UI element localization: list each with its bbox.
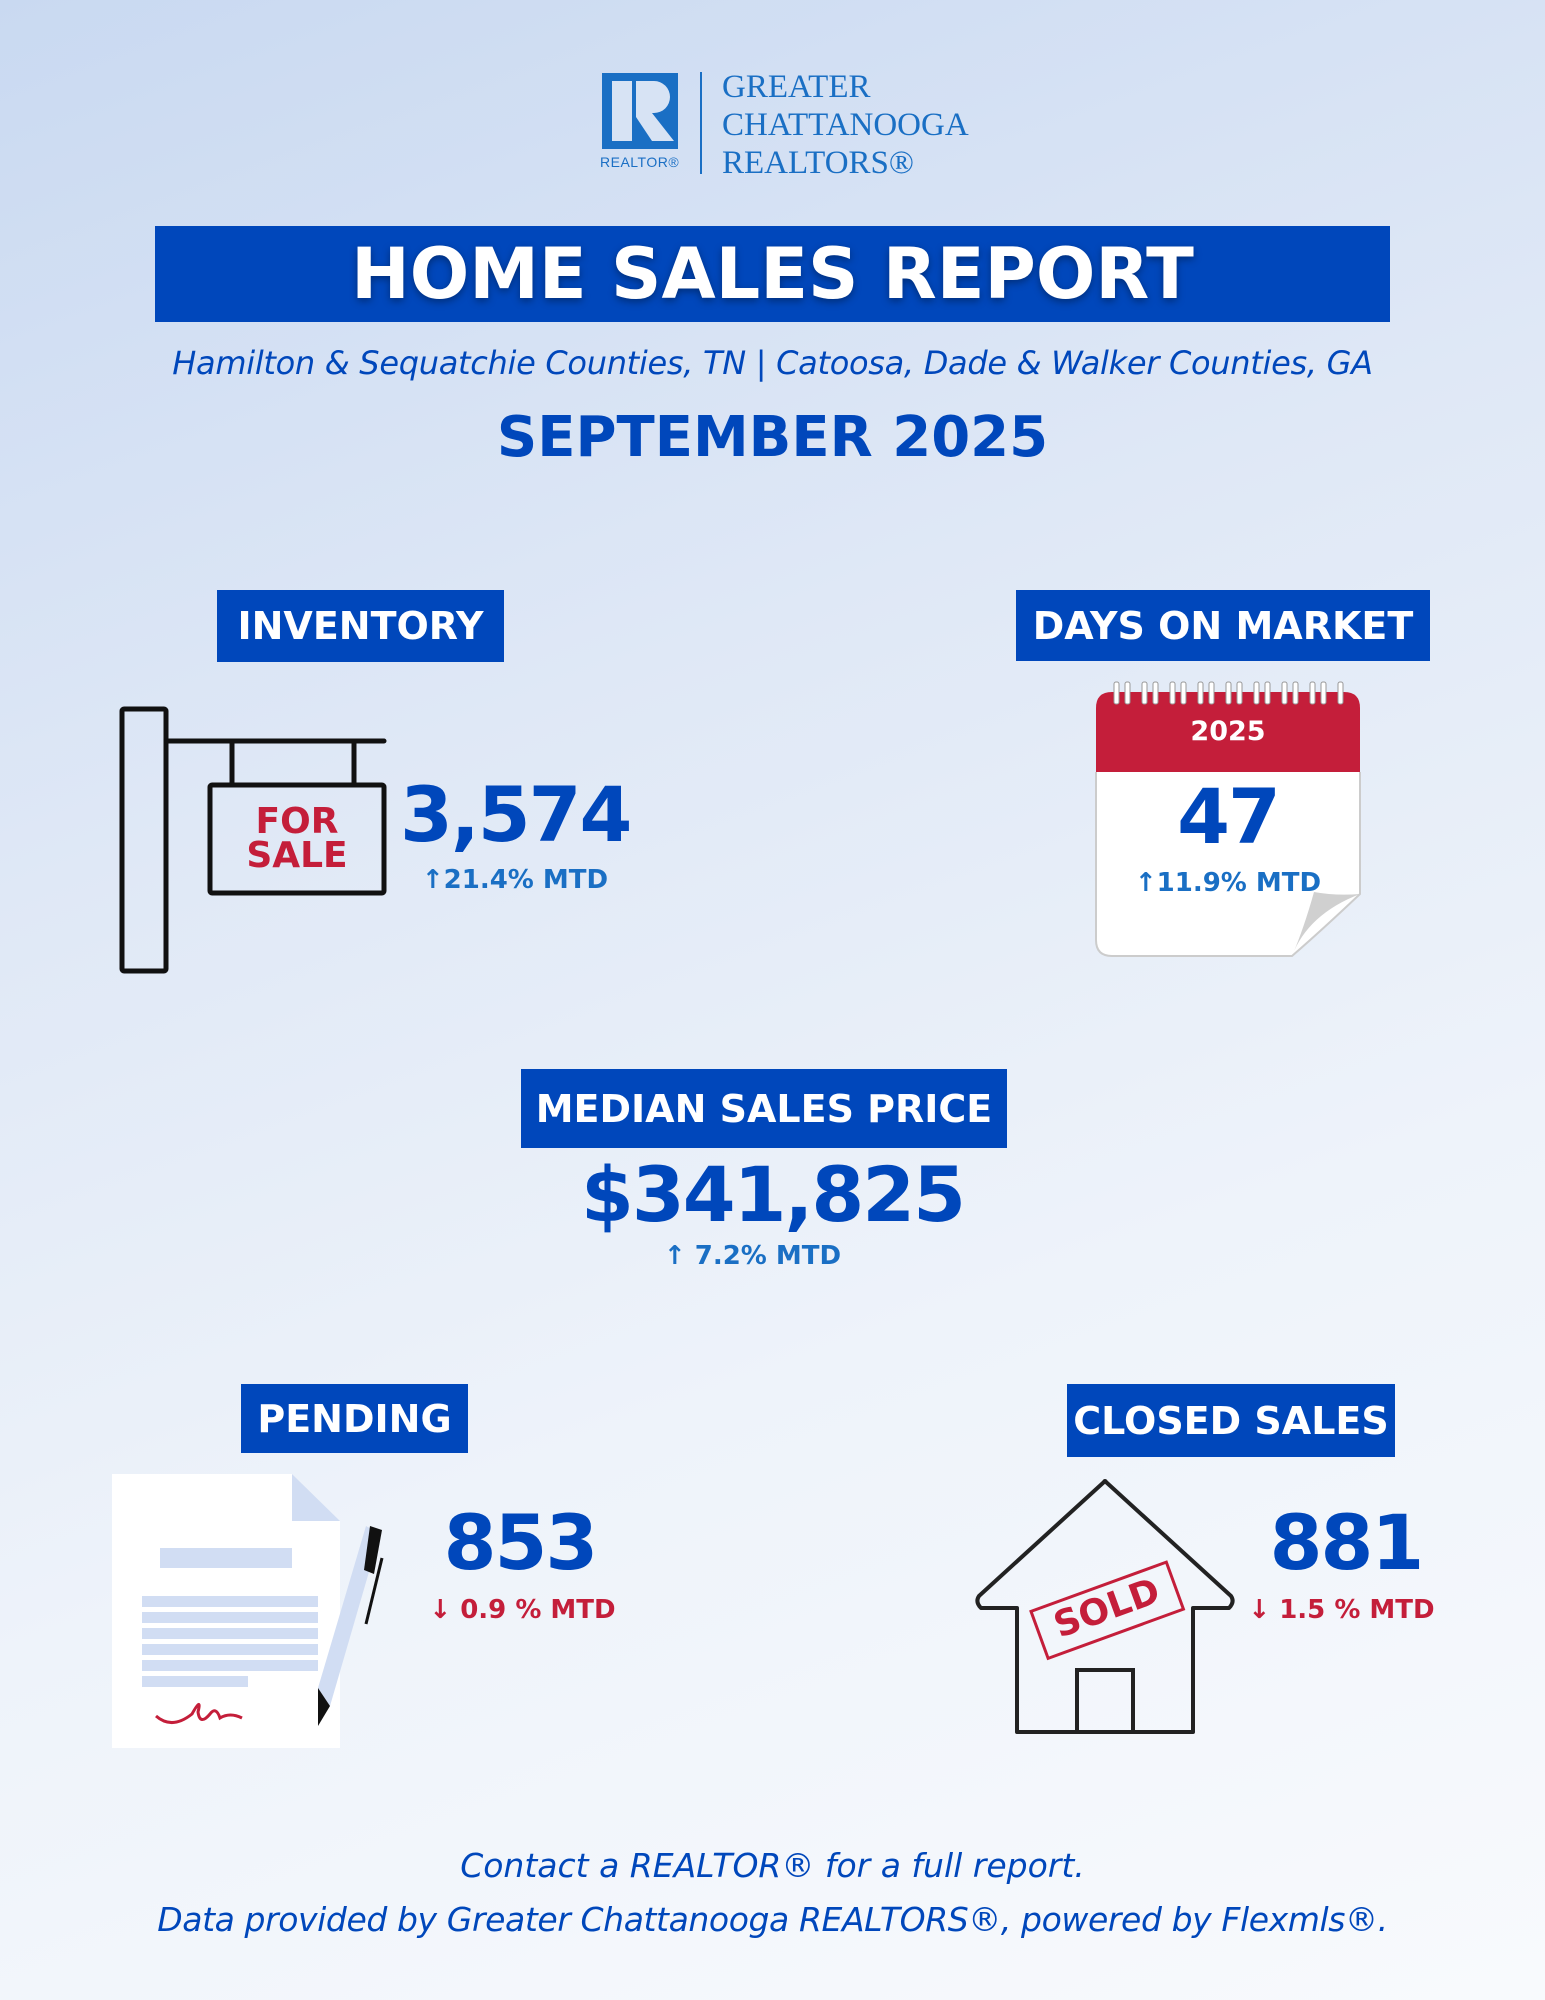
closed-sales-label: CLOSED SALES [1067, 1384, 1395, 1457]
for-sale-sign-text: FOR SALE [210, 801, 384, 876]
sign-text-line: FOR [255, 801, 339, 842]
pending-label: PENDING [241, 1384, 468, 1453]
realtor-r-logo-icon [602, 73, 678, 149]
median-sales-price-value: $341,825 [580, 1150, 966, 1239]
title-banner: HOME SALES REPORT [155, 226, 1390, 322]
days-on-market-trend: ↑11.9% MTD [1134, 868, 1322, 898]
closed-sales-trend: ↓ 1.5 % MTD [1248, 1595, 1435, 1625]
pending-trend: ↓ 0.9 % MTD [429, 1595, 616, 1625]
days-on-market-label: DAYS ON MARKET [1016, 590, 1430, 661]
inventory-value: 3,574 [400, 770, 632, 859]
logo-divider [700, 72, 702, 174]
footer-contact: Contact a REALTOR® for a full report. [460, 1846, 1085, 1885]
realtor-caption: REALTOR® [600, 154, 680, 170]
logo-line: GREATER [722, 69, 871, 105]
median-sales-price-label: MEDIAN SALES PRICE [521, 1069, 1007, 1148]
page-title: HOME SALES REPORT [351, 233, 1194, 315]
median-sales-price-trend: ↑ 7.2% MTD [663, 1241, 842, 1271]
days-on-market-value: 47 [1177, 772, 1281, 861]
inventory-label: INVENTORY [217, 590, 504, 662]
pending-value: 853 [443, 1498, 599, 1587]
logo: REALTOR® GREATER CHATTANOOGA REALTORS® [600, 68, 995, 182]
sign-text-line: SALE [246, 835, 348, 876]
closed-sales-value: 881 [1269, 1498, 1425, 1587]
footer-data-source: Data provided by Greater Chattanooga REA… [157, 1900, 1388, 1939]
subtitle: Hamilton & Sequatchie Counties, TN | Cat… [172, 344, 1373, 382]
logo-wordmark: GREATER CHATTANOOGA REALTORS® [722, 68, 969, 182]
calendar-icon [1095, 681, 1361, 957]
logo-line: REALTORS® [722, 145, 914, 181]
sold-house-icon [975, 1479, 1235, 1734]
inventory-trend: ↑21.4% MTD [421, 865, 609, 895]
for-sale-sign-icon [119, 706, 387, 974]
report-period: SEPTEMBER 2025 [496, 405, 1049, 470]
calendar-year: 2025 [1190, 716, 1266, 747]
logo-line: CHATTANOOGA [722, 107, 969, 143]
signed-document-icon [112, 1474, 384, 1748]
